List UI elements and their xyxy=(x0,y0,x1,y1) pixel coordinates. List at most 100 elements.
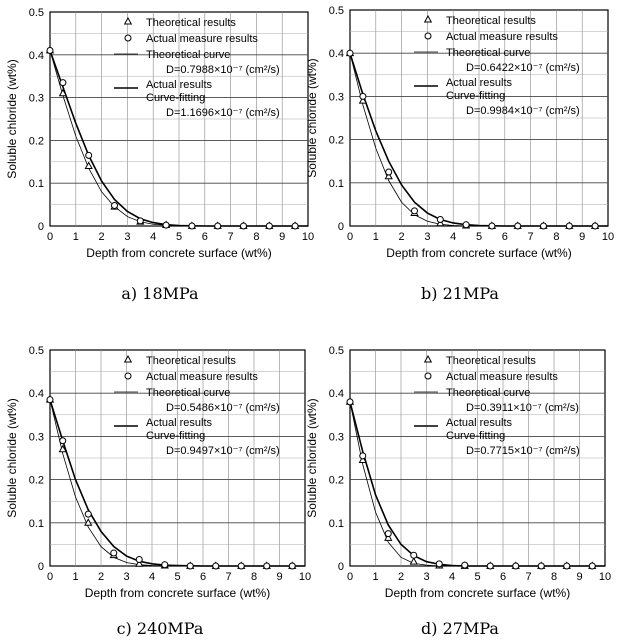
x-tick-label: 6 xyxy=(200,571,206,583)
x-tick-label: 9 xyxy=(279,231,285,243)
data-point-circle xyxy=(46,396,54,404)
y-tick-label: 0.3 xyxy=(29,431,44,443)
data-point-circle xyxy=(161,561,169,569)
x-tick-label: 6 xyxy=(202,231,208,243)
data-point-circle xyxy=(212,562,220,570)
grid xyxy=(350,10,608,226)
legend-actual-diffusion: D=0.9984×10⁻⁷ (cm²/s) xyxy=(466,105,580,117)
x-tick-label: 2 xyxy=(98,571,104,583)
data-point-circle xyxy=(263,562,271,570)
grid xyxy=(50,12,308,226)
y-tick-label: 0.3 xyxy=(329,91,344,103)
y-tick-label: 0.3 xyxy=(329,431,344,443)
grid xyxy=(50,350,305,566)
data-point-circle xyxy=(410,551,418,559)
legend-curve-fitting: Curve-fitting xyxy=(446,90,505,102)
data-point-triangle xyxy=(358,96,368,104)
x-tick-label: 0 xyxy=(47,231,53,243)
chart-panel-1: 0 1 2 3 4 5 6 7 8 9 10 0 0.1 0.2 0.3 0.4 0.5 Depth from c… xyxy=(5,7,314,303)
data-point-circle xyxy=(46,47,54,55)
y-tick-label: 0.4 xyxy=(29,388,44,400)
legend-circle-marker xyxy=(124,34,132,42)
data-point-circle xyxy=(214,222,222,230)
x-tick-label: 3 xyxy=(423,571,429,583)
x-tick-label: 1 xyxy=(373,231,379,243)
y-tick-label: 0.1 xyxy=(29,178,44,190)
data-point-circle xyxy=(563,562,571,570)
legend: Theoretical results Actual measure result… xyxy=(414,354,580,457)
x-tick-label: 4 xyxy=(150,231,156,243)
x-tick-label: 3 xyxy=(123,571,129,583)
data-point-triangle xyxy=(384,533,393,541)
data-point-circle xyxy=(111,201,118,209)
data-point-triangle xyxy=(135,559,144,567)
legend-circle-marker xyxy=(424,32,432,40)
legend-theoretical-diffusion: D=0.5486×10⁻⁷ (cm²/s) xyxy=(166,402,280,414)
y-axis-label: Soluble chloride (wt%) xyxy=(5,59,19,178)
data-point-triangle xyxy=(358,455,367,464)
legend-theoretical-curve: Theoretical curve xyxy=(146,49,230,61)
y-axis-label: Soluble chloride (wt%) xyxy=(305,58,319,177)
data-point-circle xyxy=(565,222,573,230)
data-point-circle xyxy=(514,222,522,230)
data-point-circle xyxy=(384,530,392,538)
panel-caption: d) 27MPa xyxy=(421,619,499,638)
data-point-circle xyxy=(59,79,67,87)
data-point-circle xyxy=(385,168,393,176)
x-tick-label: 5 xyxy=(176,231,182,243)
data-point-circle xyxy=(135,556,143,564)
data-point-circle xyxy=(346,49,354,57)
data-point-circle xyxy=(588,562,596,570)
data-point-circle xyxy=(436,216,444,224)
panel-caption: a) 18MPa xyxy=(121,284,199,303)
y-tick-label: 0.4 xyxy=(29,50,44,62)
data-point-circle xyxy=(461,561,469,569)
x-tick-label: 4 xyxy=(149,571,155,583)
y-tick-label: 0.1 xyxy=(329,518,344,530)
y-axis-label: Soluble chloride (wt%) xyxy=(5,398,19,517)
x-tick-label: 1 xyxy=(73,231,79,243)
data-point-triangle xyxy=(84,518,93,526)
legend-circle-marker xyxy=(124,372,132,380)
data-point-circle xyxy=(288,562,296,570)
x-tick-label: 0 xyxy=(347,231,353,243)
x-tick-label: 6 xyxy=(500,571,506,583)
data-point-circle xyxy=(110,549,118,557)
grid xyxy=(350,350,605,566)
x-tick-label: 2 xyxy=(398,571,404,583)
data-point-triangle xyxy=(84,161,93,169)
x-tick-label: 1 xyxy=(72,571,78,583)
chart-panel-4: 0 1 2 3 4 5 6 7 8 9 10 0 0.1 0.2 0.3 0.4 0.5 Depth from c… xyxy=(305,345,611,638)
data-point-circle xyxy=(188,222,196,230)
y-tick-label: 0 xyxy=(338,221,344,233)
legend-theoretical-diffusion: D=0.7988×10⁻⁷ (cm²/s) xyxy=(166,64,280,76)
y-tick-label: 0.5 xyxy=(329,5,344,17)
legend-actual-measure-results: Actual measure results xyxy=(446,371,558,383)
x-tick-label: 10 xyxy=(299,571,311,583)
x-tick-label: 7 xyxy=(225,571,231,583)
x-tick-label: 9 xyxy=(276,571,282,583)
x-tick-label: 9 xyxy=(576,571,582,583)
data-point-circle xyxy=(359,92,367,100)
legend-actual-results: Actual results xyxy=(446,417,513,429)
data-point-circle xyxy=(540,222,547,230)
data-point-circle xyxy=(240,222,247,230)
x-tick-label: 10 xyxy=(599,571,611,583)
data-point-circle xyxy=(435,560,443,568)
legend-curve-fitting: Curve-fitting xyxy=(446,430,505,442)
data-point-circle xyxy=(512,562,520,570)
x-tick-label: 7 xyxy=(525,571,531,583)
data-point-circle xyxy=(359,452,367,460)
x-tick-label: 10 xyxy=(302,231,314,243)
legend-actual-measure-results: Actual measure results xyxy=(446,31,558,43)
x-tick-label: 2 xyxy=(399,231,405,243)
data-point-circle xyxy=(59,437,67,445)
y-tick-label: 0 xyxy=(38,221,44,233)
data-point-circle xyxy=(136,217,144,225)
measured-points xyxy=(46,396,296,570)
legend-theoretical-diffusion: D=0.6422×10⁻⁷ (cm²/s) xyxy=(466,62,580,74)
y-tick-label: 0.4 xyxy=(329,48,344,60)
y-tick-label: 0.2 xyxy=(329,475,344,487)
data-point-circle xyxy=(265,222,273,230)
chart-panel-3: 0 1 2 3 4 5 6 7 8 9 10 0 0.1 0.2 0.3 0.4 0.5 Depth from c… xyxy=(5,345,311,638)
